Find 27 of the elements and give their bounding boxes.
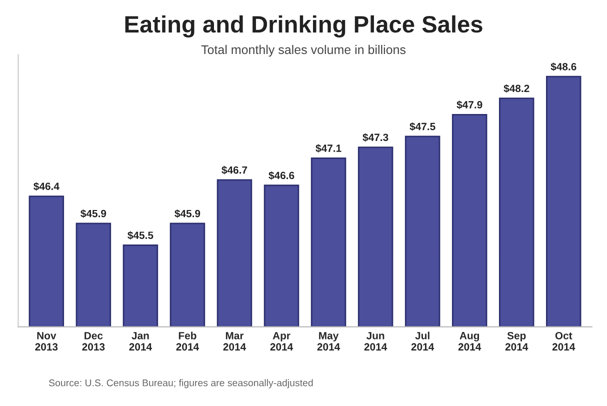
data-label: $48.6 — [550, 62, 576, 72]
chart-subtitle: Total monthly sales volume in billions — [201, 44, 406, 57]
x-tick-label: Nov 2013 — [35, 332, 58, 351]
x-tick-label: Jun 2014 — [364, 332, 388, 351]
x-tick-label: Aug 2014 — [458, 332, 482, 351]
data-label: $46.6 — [268, 171, 294, 180]
data-label: $45.5 — [128, 231, 154, 240]
data-label: $46.4 — [34, 182, 60, 191]
x-tick-label: Jan 2014 — [129, 332, 152, 351]
x-tick-label: Sep 2014 — [505, 332, 528, 351]
source-note: Source: U.S. Census Bureau; figures are seasonally-adjusted — [49, 379, 313, 388]
chart-title: Eating and Drinking Place Sales — [125, 15, 482, 38]
data-label: $45.9 — [174, 209, 200, 218]
data-label: $47.9 — [456, 100, 482, 110]
data-label: $47.3 — [362, 133, 388, 142]
data-label: $46.7 — [222, 166, 248, 174]
x-tick-label: Jul 2014 — [411, 332, 434, 351]
data-label: $47.5 — [410, 122, 436, 131]
data-label: $48.2 — [504, 84, 530, 93]
data-label: $47.1 — [316, 144, 342, 153]
data-label: $45.9 — [80, 209, 106, 218]
x-tick-label: May 2014 — [317, 332, 340, 351]
x-tick-label: Feb 2014 — [176, 332, 200, 351]
x-tick-label: Dec 2013 — [82, 332, 105, 351]
x-tick-label: Mar 2014 — [223, 332, 246, 351]
x-tick-label: Apr 2014 — [270, 332, 294, 351]
x-tick-label: Oct 2014 — [552, 332, 576, 351]
